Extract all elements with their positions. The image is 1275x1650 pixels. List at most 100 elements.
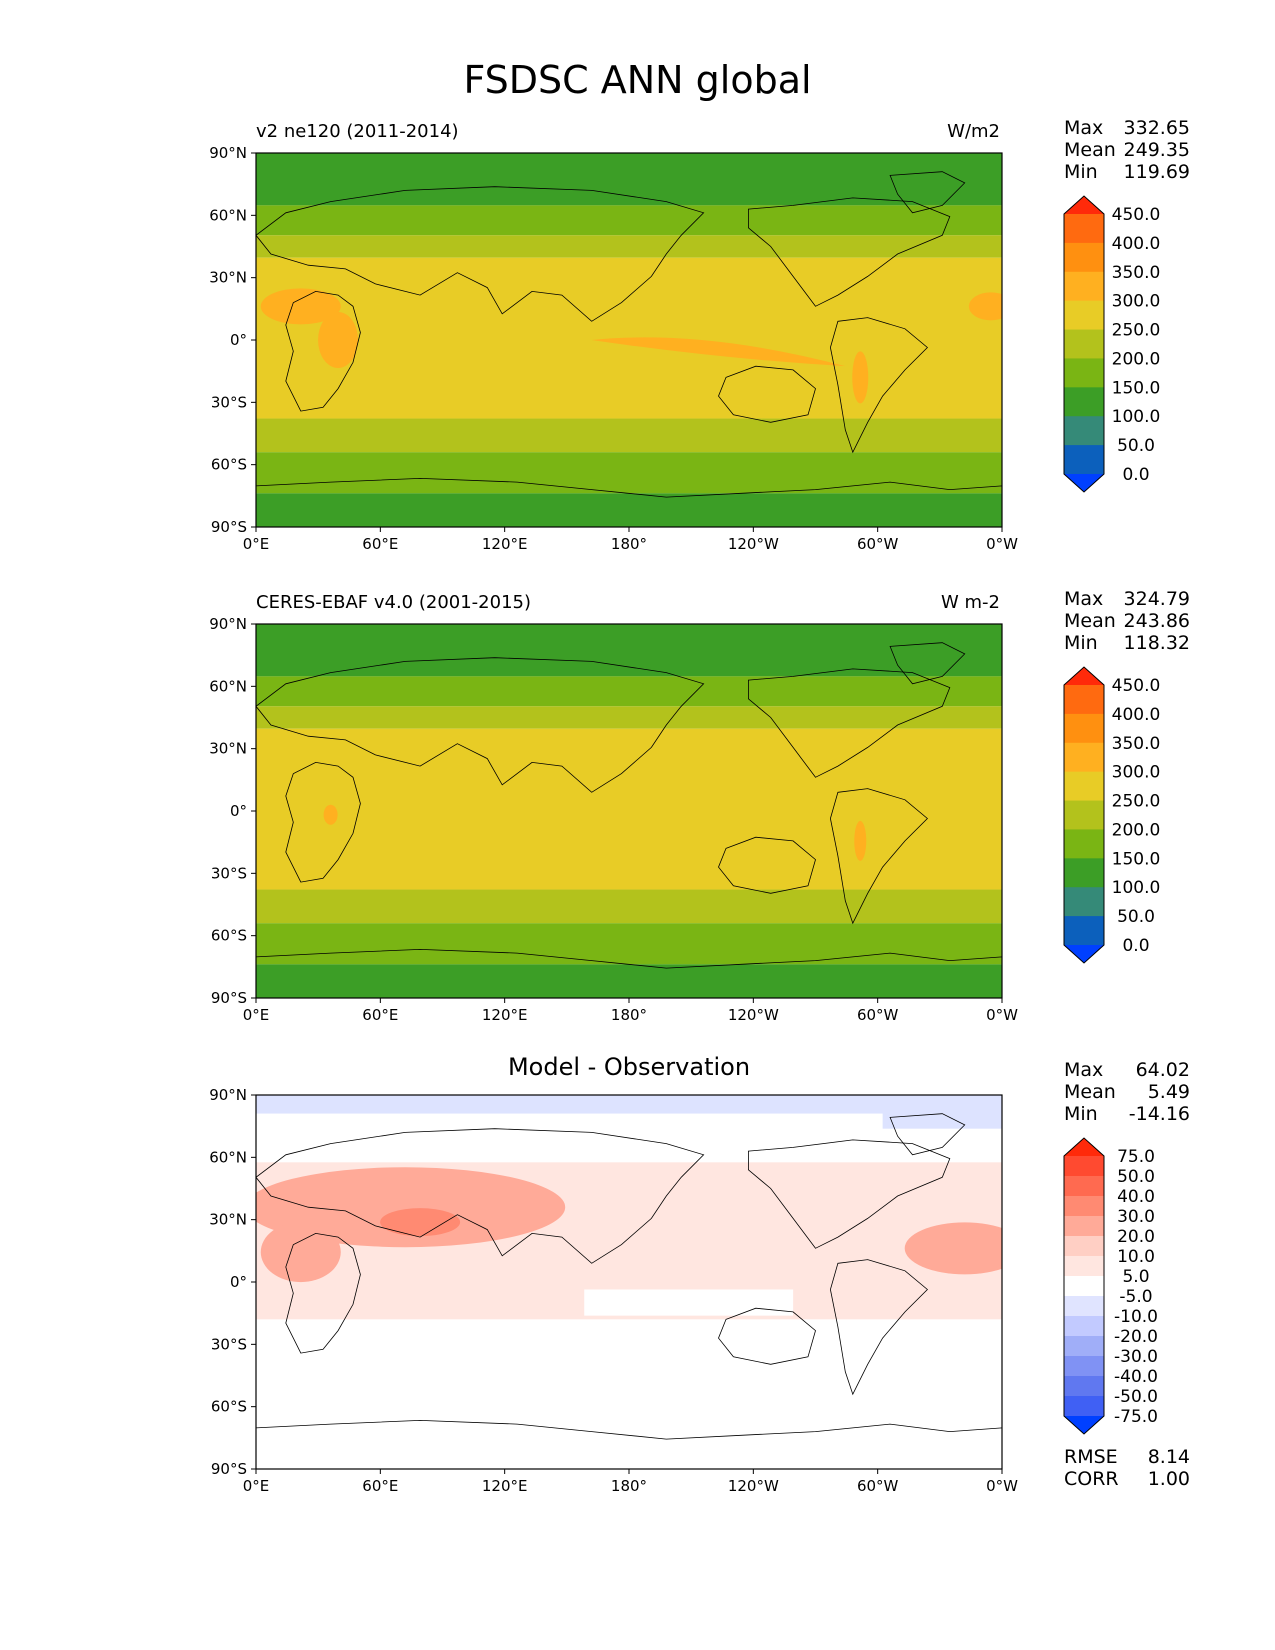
colorbar-tick-label: 300.0 bbox=[1112, 292, 1161, 312]
colorbar-tick-label: 20.0 bbox=[1117, 1227, 1155, 1247]
colorbar-tick-label: 150.0 bbox=[1112, 378, 1161, 398]
colorbar-2: 75.050.040.030.020.010.05.0-5.0-10.0-20.… bbox=[1063, 1137, 1158, 1435]
panel-units-label: W/m2 bbox=[947, 121, 1000, 142]
field-band bbox=[256, 728, 1002, 890]
colorbar-tick-label: 450.0 bbox=[1112, 205, 1161, 225]
x-tick-label: 0°W bbox=[986, 535, 1018, 553]
colorbar-segment bbox=[1064, 242, 1104, 273]
rmse-value: 8.14 bbox=[1147, 1446, 1190, 1468]
stat-min-value: 118.32 bbox=[1123, 632, 1190, 654]
y-tick-label: 0° bbox=[230, 802, 247, 820]
colorbar-tick-label: -10.0 bbox=[1114, 1307, 1158, 1327]
colorbar-extend-max bbox=[1064, 1138, 1104, 1156]
x-tick-label: 120°E bbox=[482, 535, 528, 553]
colorbar-tick-label: 150.0 bbox=[1112, 849, 1161, 869]
warm-region bbox=[852, 351, 869, 404]
colorbar-tick-label: -20.0 bbox=[1114, 1327, 1158, 1347]
colorbar-tick-label: 350.0 bbox=[1112, 263, 1161, 283]
colorbar-0: 450.0 400.0 350.0 300.0 250.0 200.0 150.0 100.0… bbox=[1063, 195, 1161, 493]
y-tick-label: 30°S bbox=[211, 393, 247, 411]
colorbar-tick-label: 0.0 bbox=[1122, 465, 1149, 485]
colorbar-tick-label: 300.0 bbox=[1112, 763, 1161, 783]
y-tick-label: 30°S bbox=[211, 1335, 247, 1353]
anomaly-region bbox=[256, 1167, 566, 1248]
stat-max-value: 64.02 bbox=[1135, 1059, 1190, 1081]
field-band bbox=[256, 676, 1002, 707]
stat-mean-label: Mean bbox=[1064, 1081, 1116, 1103]
panel-observation: CERES-EBAF v4.0 (2001-2015) W m-2 bbox=[0, 592, 1275, 1062]
x-tick-label: 120°W bbox=[728, 535, 779, 553]
stat-min-value: -14.16 bbox=[1128, 1103, 1190, 1125]
colorbar-segment bbox=[1064, 1156, 1104, 1177]
field-band bbox=[256, 706, 1002, 729]
coastline-eurasia bbox=[256, 1128, 705, 1264]
warm-region bbox=[854, 820, 867, 861]
figure-title: FSDSC ANN global bbox=[463, 58, 812, 102]
x-tick-label: 180° bbox=[611, 1477, 647, 1495]
x-tick-label: 0°E bbox=[243, 1477, 270, 1495]
colorbar-tick-label: 350.0 bbox=[1112, 734, 1161, 754]
colorbar-segment bbox=[1064, 445, 1104, 475]
y-tick-label: 60°S bbox=[211, 1398, 247, 1416]
colorbar-tick-label: 5.0 bbox=[1122, 1267, 1149, 1287]
colorbar-segment bbox=[1064, 1216, 1104, 1237]
colorbar-segment bbox=[1064, 1376, 1104, 1397]
colorbar-segment bbox=[1064, 916, 1104, 946]
stat-mean-value: 243.86 bbox=[1123, 610, 1190, 632]
stat-max-label: Max bbox=[1064, 117, 1104, 139]
coastline-greenland bbox=[889, 642, 966, 685]
colorbar-1: 450.0 400.0 350.0 300.0 250.0 200.0 150.0 100.0… bbox=[1063, 666, 1161, 964]
colorbar-segment bbox=[1064, 685, 1104, 715]
colorbar-segment bbox=[1064, 1336, 1104, 1357]
map-panel-2: 0°E 60°E 120°E 180° 120°W 60°W 0°W 90°N 60°N 30°N… bbox=[209, 1086, 1018, 1495]
colorbar-segment bbox=[1064, 1356, 1104, 1377]
warm-region bbox=[323, 804, 338, 825]
panel-units-label: W m-2 bbox=[940, 592, 1000, 613]
colorbar-segment bbox=[1064, 358, 1104, 388]
field-band bbox=[256, 889, 1002, 924]
stat-max-label: Max bbox=[1064, 588, 1104, 610]
colorbar-segment bbox=[1064, 214, 1104, 244]
map-field bbox=[256, 1095, 1002, 1469]
y-tick-label: 60°N bbox=[209, 677, 247, 695]
x-tick-label: 0°E bbox=[243, 1006, 270, 1024]
colorbar-tick-label: -50.0 bbox=[1114, 1387, 1158, 1407]
colorbar-segment bbox=[1064, 1176, 1104, 1197]
coastline-antarctica bbox=[256, 1419, 1002, 1469]
colorbar-segment bbox=[1064, 1236, 1104, 1257]
corr-value: 1.00 bbox=[1147, 1468, 1190, 1490]
colorbar-segment bbox=[1064, 1256, 1104, 1277]
colorbar-segment bbox=[1064, 858, 1104, 888]
panel-title: Model - Observation bbox=[507, 1053, 751, 1081]
stat-min-label: Min bbox=[1064, 632, 1098, 654]
colorbar-tick-label: 75.0 bbox=[1117, 1147, 1155, 1167]
field-band bbox=[256, 964, 1002, 998]
colorbar-tick-label: -5.0 bbox=[1119, 1287, 1152, 1307]
y-tick-label: 60°S bbox=[211, 927, 247, 945]
coastline-australia bbox=[718, 836, 816, 894]
coastline-greenland bbox=[889, 1113, 966, 1156]
field-band bbox=[256, 418, 1002, 453]
y-tick-label: 90°S bbox=[211, 989, 247, 1007]
x-tick-label: 0°W bbox=[986, 1006, 1018, 1024]
coastline-namerica bbox=[748, 668, 951, 778]
colorbar-extend-min bbox=[1064, 1416, 1104, 1434]
colorbar-tick-label: 100.0 bbox=[1112, 878, 1161, 898]
colorbar-segment bbox=[1064, 713, 1104, 744]
x-tick-label: 120°W bbox=[728, 1006, 779, 1024]
panel-left-label: CERES-EBAF v4.0 (2001-2015) bbox=[256, 592, 532, 613]
negative-region bbox=[882, 1095, 1002, 1129]
colorbar-extend-max bbox=[1064, 667, 1104, 685]
y-tick-label: 60°N bbox=[209, 206, 247, 224]
x-tick-label: 120°E bbox=[482, 1477, 528, 1495]
corr-label: CORR bbox=[1064, 1468, 1119, 1490]
colorbar-outline bbox=[1063, 195, 1105, 493]
colorbar-tick-label: 450.0 bbox=[1112, 676, 1161, 696]
x-tick-label: 180° bbox=[611, 1006, 647, 1024]
colorbar-segment bbox=[1064, 416, 1104, 446]
x-tick-label: 0°E bbox=[243, 535, 270, 553]
stat-min-label: Min bbox=[1064, 1103, 1098, 1125]
warm-region bbox=[968, 292, 1002, 321]
y-tick-label: 90°N bbox=[209, 615, 247, 633]
